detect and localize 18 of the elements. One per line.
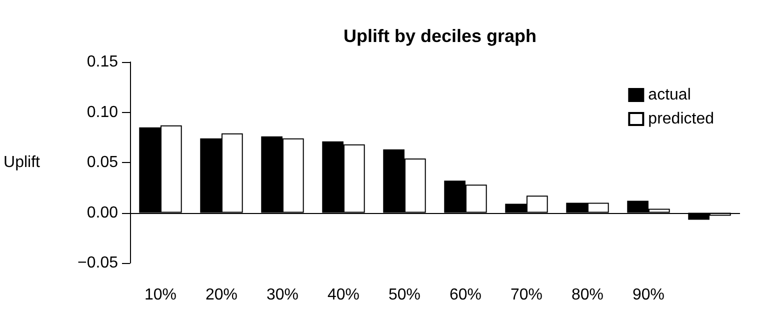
x-tick-label: 40% <box>327 286 360 304</box>
x-tick-label: 60% <box>449 286 482 304</box>
y-tick-label: −0.05 <box>78 254 118 272</box>
x-tick-label: 90% <box>632 286 665 304</box>
y-tick-label: 0.15 <box>86 54 118 70</box>
y-axis-title: Uplift <box>4 154 41 171</box>
x-tick-label: 80% <box>571 286 604 304</box>
y-tick-label: 0.10 <box>86 104 118 121</box>
y-tick-label: 0.05 <box>86 154 118 171</box>
x-tick-label: 20% <box>205 286 238 304</box>
legend-label: actual <box>648 86 691 104</box>
legend-label: predicted <box>648 110 714 128</box>
x-tick-label: 70% <box>510 286 543 304</box>
chart-title: Uplift by deciles graph <box>343 26 537 46</box>
x-tick-label: 50% <box>388 286 421 304</box>
y-tick-label: 0.00 <box>86 204 118 222</box>
x-tick-label: 10% <box>144 286 177 304</box>
x-tick-label: 30% <box>266 286 299 304</box>
